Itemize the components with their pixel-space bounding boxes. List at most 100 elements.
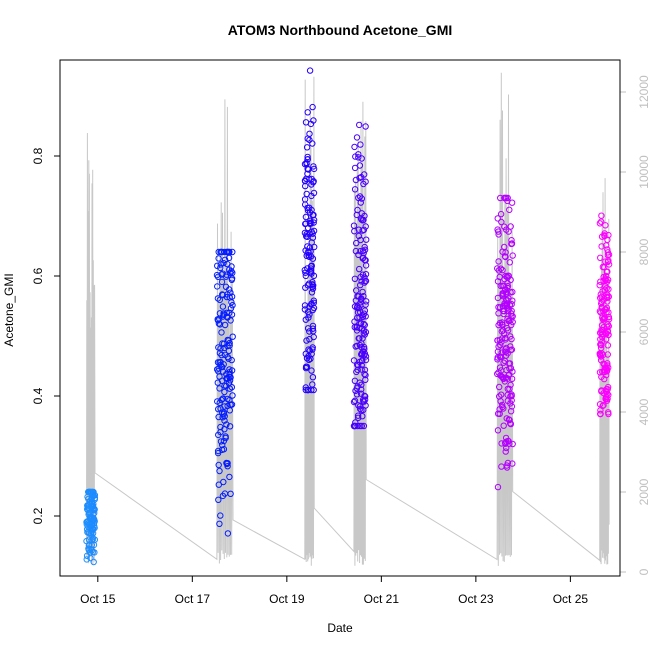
data-point [306,244,314,251]
data-point [302,350,309,357]
data-point [306,347,313,354]
data-point [507,343,514,350]
data-point [306,220,314,228]
data-point [226,286,233,293]
data-point [505,317,512,325]
data-point [503,325,511,332]
data-point [604,268,611,275]
data-point [505,272,512,279]
data-point [604,236,611,244]
data-point [220,446,228,453]
data-point [604,362,611,369]
data-point [356,379,363,386]
data-point [508,240,516,247]
data-point [302,247,309,254]
data-point [351,186,359,193]
y2-tick-label: 4000 [637,398,650,425]
data-point [83,556,90,563]
data-point [354,422,361,430]
y2-tick-label: 10000 [637,155,650,189]
data-point [227,289,234,296]
data-point [356,121,363,129]
data-point [360,226,368,234]
data-point [223,293,231,301]
data-point [224,402,231,410]
altitude-line-layer [86,72,610,566]
data-point [598,331,605,338]
x-tick-label: Oct 15 [80,592,116,606]
data-point [303,190,310,198]
data-point [497,210,505,218]
data-point [350,357,358,364]
data-point [600,315,608,323]
data-point [215,255,222,262]
data-point [494,483,502,491]
data-point [215,405,222,413]
data-point [598,212,605,219]
data-point [508,397,515,404]
data-point [304,156,311,163]
data-point [305,356,313,363]
data-point [310,219,317,226]
data-point [216,296,224,304]
data-point [303,355,311,362]
data-point [501,223,508,230]
data-point [604,321,611,328]
data-point [217,512,224,519]
data-point [219,303,227,310]
data-point [222,273,230,280]
data-point [215,413,222,421]
data-point [308,181,315,188]
data-point [356,405,364,413]
data-point [355,232,362,240]
data-point [358,155,365,162]
data-point [301,160,309,168]
x-axis-label: Date [327,621,353,635]
data-point [86,521,93,528]
data-point [310,272,318,279]
data-point [214,262,221,269]
data-point [498,335,506,342]
data-point [357,199,364,206]
data-point [499,266,506,274]
data-point [305,166,312,173]
data-point [598,243,605,250]
data-point [227,374,234,381]
data-point [362,376,369,383]
data-point [354,361,361,368]
data-point [362,271,370,278]
data-point [227,269,234,277]
data-point [603,386,610,393]
data-point [306,67,314,74]
data-point [214,447,222,455]
data-point [361,366,369,374]
data-point [304,325,312,332]
data-point [303,231,310,238]
data-point [362,328,370,336]
data-point [214,449,222,457]
data-point [496,383,503,391]
data-point [86,488,93,496]
data-point [356,193,364,200]
data-point [598,328,605,336]
data-point [302,284,309,291]
data-point [301,229,309,237]
data-point [500,308,508,315]
data-point [598,218,605,225]
data-point [500,422,507,429]
data-point [308,367,315,374]
data-point [307,265,315,272]
plot-frame [59,59,621,577]
data-point [358,216,365,223]
data-point [499,321,506,328]
data-point [597,294,604,302]
data-point [498,463,505,470]
data-point [306,336,313,343]
data-point [496,273,503,281]
data-point [220,340,228,347]
data-point [301,302,309,309]
data-point [221,344,228,352]
data-point [353,134,361,141]
data-point [360,406,367,414]
data-point [224,353,232,361]
